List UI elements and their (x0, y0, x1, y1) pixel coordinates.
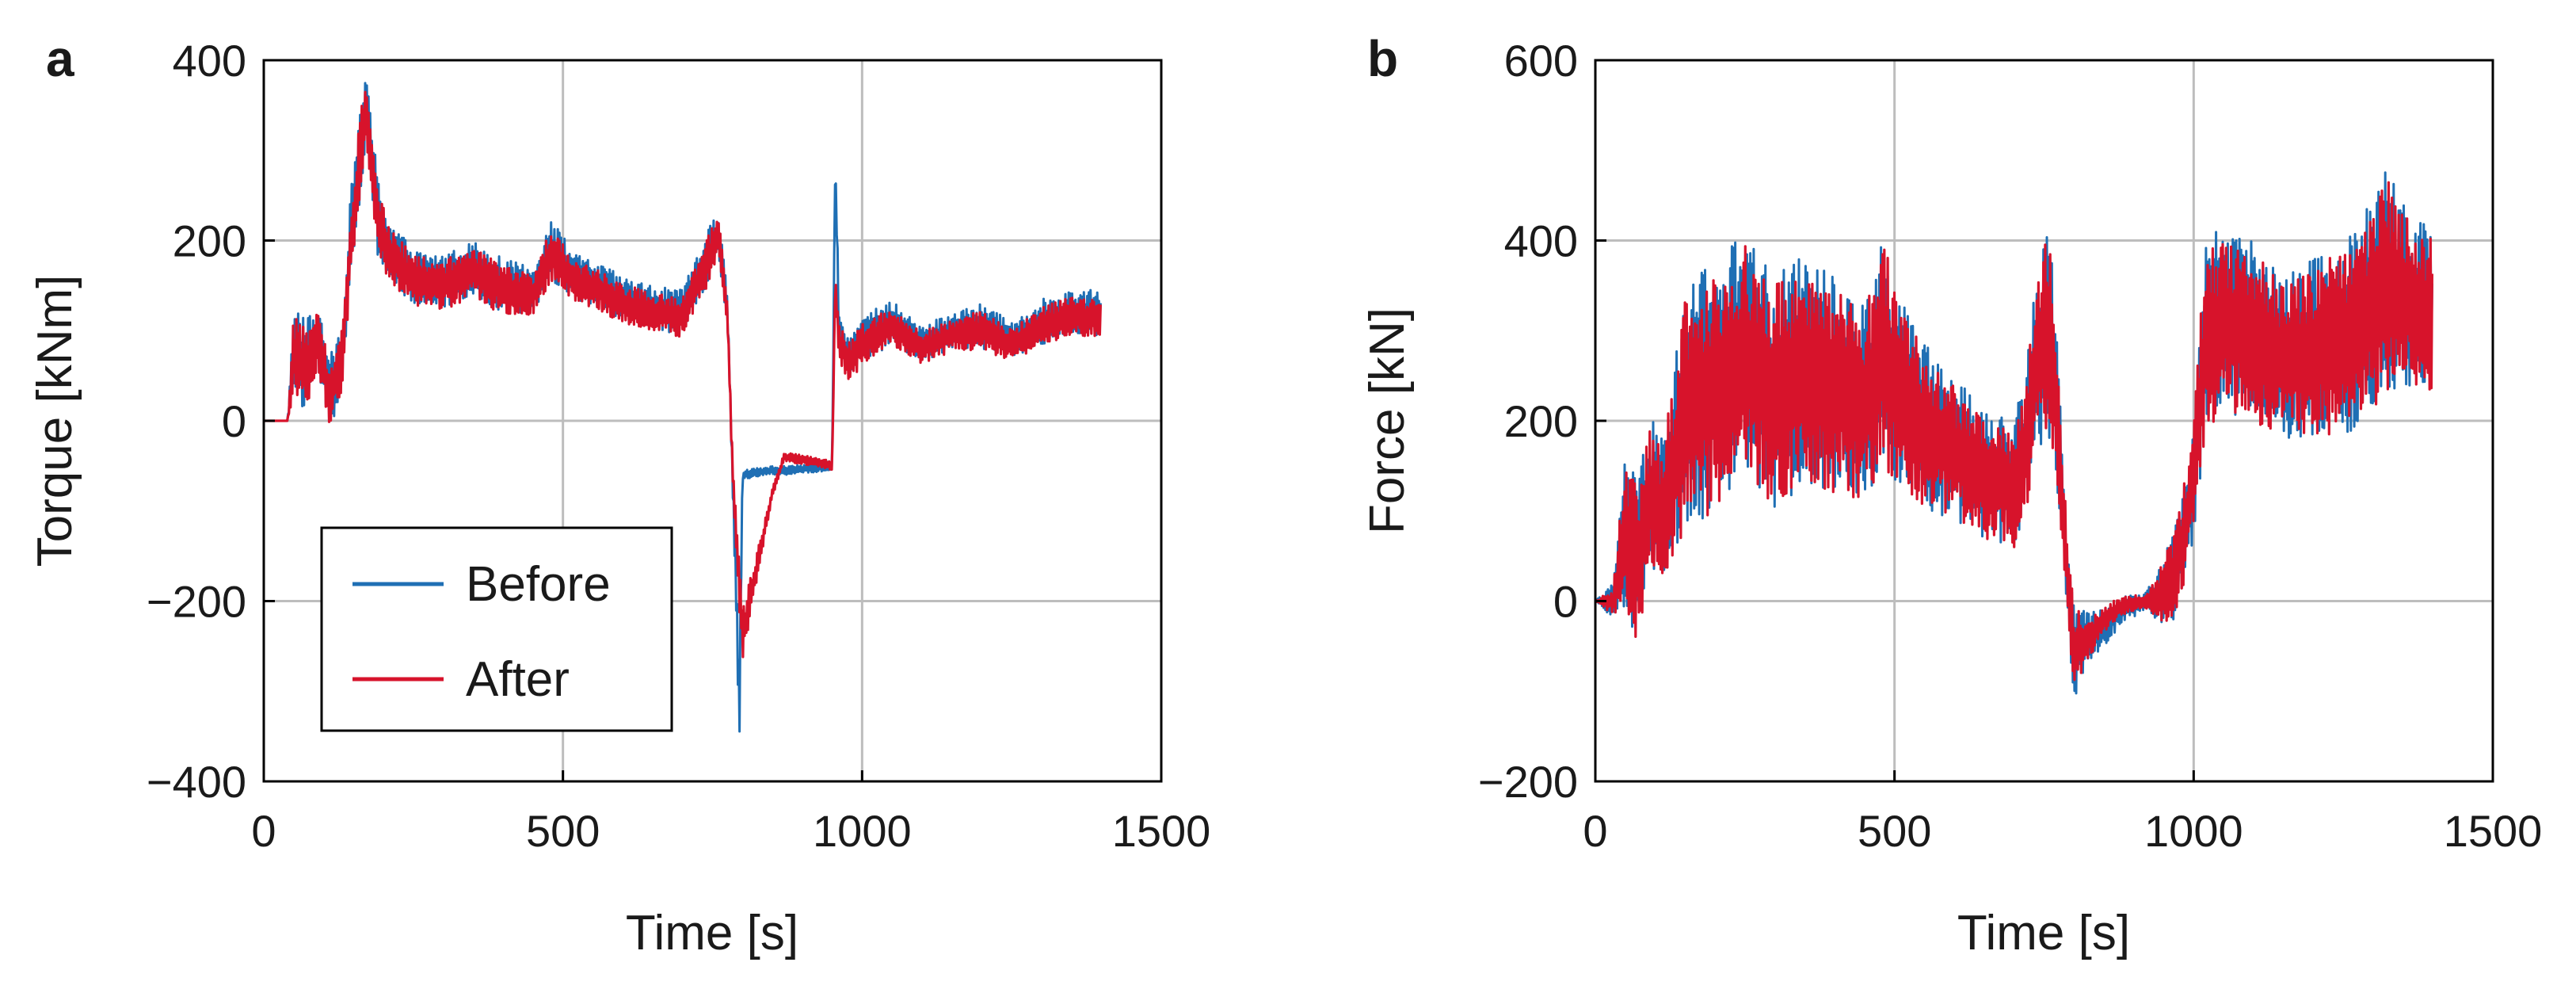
panel-b-series (1595, 171, 2433, 695)
panel-b-y-axis-label: Force [kN] (1360, 307, 1415, 534)
y-tick-label: 200 (173, 216, 246, 266)
panel-a-letter: a (46, 30, 74, 87)
panel-a-y-axis-label: Torque [kNm] (28, 275, 82, 567)
x-tick-label: 500 (526, 806, 600, 856)
x-tick-label: 1000 (813, 806, 912, 856)
x-tick-label: 0 (1583, 806, 1607, 856)
panel-a-legend: Before After (320, 526, 673, 732)
panel-b-x-ticks: 0 500 1000 1500 (1583, 770, 2542, 856)
y-tick-label: 400 (1504, 216, 1578, 266)
legend-box (320, 526, 673, 732)
x-tick-label: 1500 (2444, 806, 2543, 856)
x-tick-label: 1000 (2144, 806, 2243, 856)
x-tick-label: 0 (251, 806, 276, 856)
series-line-after (1595, 181, 2433, 682)
y-tick-label: 400 (173, 36, 246, 86)
panel-a-x-axis-label: Time [s] (626, 906, 798, 960)
y-tick-label: −200 (1478, 757, 1578, 807)
x-tick-label: 500 (1858, 806, 1931, 856)
legend-before-label: Before (466, 557, 611, 612)
y-tick-label: 600 (1504, 36, 1578, 86)
y-tick-label: −400 (147, 757, 246, 807)
y-tick-label: 0 (1553, 577, 1578, 627)
y-tick-label: −200 (147, 577, 246, 627)
panel-a-series (263, 82, 1102, 733)
panel-b-y-ticks: −200 0 200 400 600 (1478, 36, 1606, 807)
panel-b-x-axis-label: Time [s] (1957, 906, 2130, 960)
x-tick-label: 1500 (1112, 806, 1211, 856)
y-tick-label: 0 (222, 396, 246, 446)
legend-after-label: After (466, 652, 570, 707)
panel-a-x-ticks: 0 500 1000 1500 (251, 770, 1210, 856)
panel-b-letter: b (1367, 30, 1398, 87)
y-tick-label: 200 (1504, 396, 1578, 446)
series-line-after (263, 90, 1102, 659)
panel-a-y-ticks: −400 −200 0 200 400 (147, 36, 275, 807)
